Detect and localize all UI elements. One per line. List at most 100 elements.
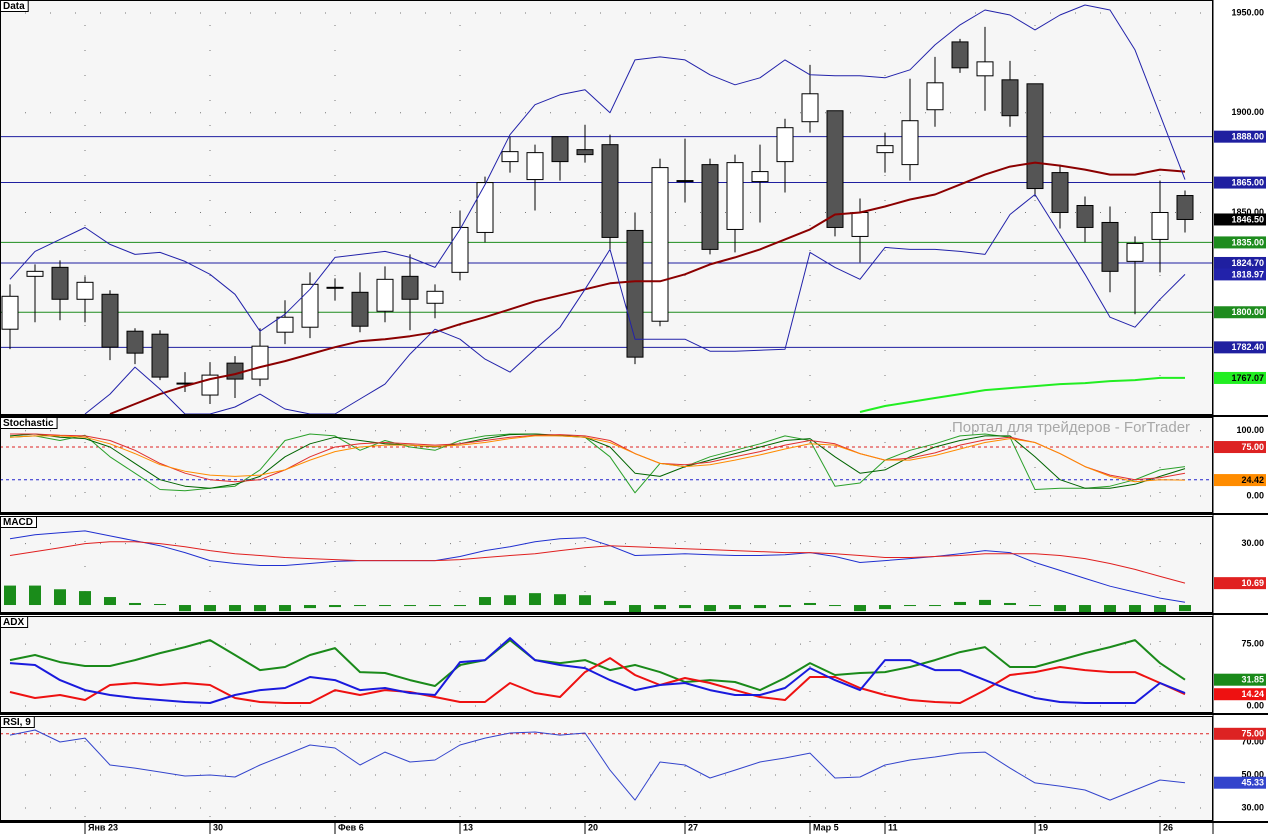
candle-body (951, 41, 969, 69)
candle-body (376, 278, 394, 312)
candle-body (501, 151, 519, 163)
histogram-bar (1104, 605, 1116, 613)
series-line (9, 433, 1186, 494)
panel: 1950.00 1900.00 1850.00 Data (0, 0, 1268, 417)
panel-title: RSI, 9 (3, 717, 31, 728)
histogram-bar (1129, 605, 1141, 613)
histogram-bar (279, 605, 291, 612)
histogram-bar (1054, 605, 1066, 612)
y-tick-label: 30.00 (1241, 538, 1264, 548)
candle-body (801, 93, 819, 123)
series-line (84, 194, 1186, 415)
series-line (9, 435, 1186, 483)
x-tick-label: Янв 23 (88, 822, 118, 832)
panel-title: Stochastic (3, 418, 54, 429)
candle-body (876, 145, 894, 154)
plot (0, 516, 1213, 613)
panel-title: ADX (3, 617, 24, 628)
histogram-bar (1179, 605, 1191, 612)
histogram-bar (1154, 605, 1166, 613)
title-box (0, 616, 29, 628)
histogram-bar (129, 602, 141, 606)
candle-body (126, 330, 144, 354)
candle-body (351, 291, 369, 327)
histogram-bar (854, 605, 866, 612)
title-box (0, 716, 35, 728)
series-line (9, 729, 1186, 801)
histogram-bar (429, 605, 441, 607)
histogram-bar (79, 591, 91, 606)
histogram-bar (804, 602, 816, 606)
histogram-bar (354, 605, 366, 607)
histogram-bar (54, 589, 66, 606)
histogram-bar (1079, 605, 1091, 613)
y-tick-label: 1950.00 (1231, 7, 1264, 17)
candle-body (326, 286, 344, 289)
y-tick-label: 100.00 (1236, 425, 1264, 435)
x-tick-label: 11 (888, 822, 898, 832)
x-tick-label: Мар 5 (813, 822, 839, 832)
value-label: 1835.00 (1231, 237, 1264, 247)
value-label: 1865.00 (1231, 177, 1264, 187)
candle-body (26, 270, 44, 277)
value-label: 1767.07 (1231, 373, 1264, 383)
histogram-bar (154, 603, 166, 606)
value-label-box (1214, 268, 1266, 281)
value-label: 1824.70 (1231, 258, 1264, 268)
histogram-bar (579, 595, 591, 606)
value-label: 45.33 (1241, 778, 1264, 788)
candle-body (1176, 195, 1194, 220)
y-tick-label: 1850.00 (1231, 207, 1264, 217)
value-label: 1818.97 (1231, 269, 1264, 279)
candle-body (651, 167, 669, 322)
candle-body (451, 226, 469, 273)
x-tick-label: 20 (588, 822, 598, 832)
value-labels: 1888.00 1865.00 1835.00 1824.70 1800.00 1782.… (1214, 130, 1266, 789)
value-label: 31.85 (1241, 675, 1264, 685)
candle-body (276, 316, 294, 333)
y-tick-label: 70.00 (1241, 736, 1264, 746)
panel-title: MACD (3, 517, 33, 528)
value-label: 1888.00 (1231, 132, 1264, 142)
candle-body (526, 152, 544, 181)
histogram-bar (604, 600, 616, 606)
value-label-box (1214, 236, 1266, 249)
candle-body (601, 144, 619, 238)
histogram-bar (479, 597, 491, 606)
histogram-bar (754, 605, 766, 609)
y-tick-label: 0.00 (1246, 700, 1264, 710)
panel: Портал для трейдеров - ForTrader 100.00 0.… (0, 417, 1268, 515)
value-label-box (1214, 776, 1266, 789)
candle-body (401, 275, 419, 300)
series-line (9, 530, 1186, 603)
value-label-box (1214, 130, 1266, 143)
histogram-bar (29, 585, 41, 606)
value-label-box (1214, 213, 1266, 226)
series-line (859, 376, 1185, 413)
plot-area (0, 716, 1213, 821)
histogram-bar (679, 605, 691, 609)
candle-body (426, 290, 444, 304)
value-label-box (1214, 474, 1266, 487)
candle-body (476, 182, 494, 233)
value-label-box (1214, 341, 1266, 354)
candle-body (76, 281, 94, 300)
histogram-bar (504, 595, 516, 606)
title-box (0, 516, 37, 528)
x-tick-label: 30 (213, 822, 223, 832)
histogram-bar (379, 605, 391, 607)
value-label-box (1214, 727, 1266, 740)
candle-body (901, 120, 919, 166)
plot (0, 0, 1213, 415)
histogram-bar (254, 605, 266, 612)
value-label: 1800.00 (1231, 307, 1264, 317)
candle-body (1151, 211, 1169, 240)
value-label-box (1214, 176, 1266, 189)
x-tick-label: 27 (688, 822, 698, 832)
candle-body (251, 345, 269, 380)
title-box (0, 0, 29, 12)
value-label: 1846.50 (1231, 214, 1264, 224)
histogram-bar (554, 594, 566, 606)
